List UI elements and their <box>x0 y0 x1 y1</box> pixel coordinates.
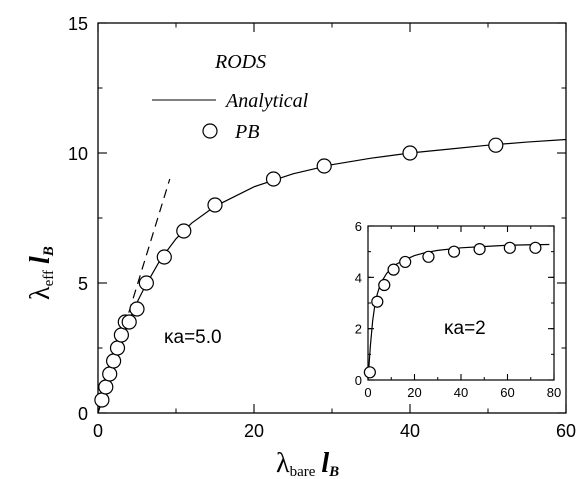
main-x-tick-label: 40 <box>400 421 420 441</box>
main-pb-point <box>129 301 145 317</box>
main-pb-point <box>113 327 130 343</box>
main-series-markers <box>94 137 504 408</box>
legend-entry-pb: PB <box>234 121 259 143</box>
main-annotation: κa=5.0 <box>164 327 222 348</box>
inset-pb-point <box>473 243 486 256</box>
inset-x-tick-label: 0 <box>364 385 371 400</box>
main-pb-point <box>207 197 223 213</box>
legend-circle-sample <box>202 123 218 139</box>
main-y-tick-label: 0 <box>78 404 88 424</box>
inset-pb-point <box>371 295 384 308</box>
main-y-tick-label: 15 <box>68 14 88 34</box>
inset-y-tick-label: 4 <box>355 270 362 285</box>
main-x-tick-label: 60 <box>556 421 576 441</box>
main-y-tick-label: 10 <box>68 144 88 164</box>
main-pb-point <box>488 137 504 153</box>
inset-pb-point <box>529 241 542 254</box>
main-pb-point <box>402 145 418 161</box>
inset-plot: 0 20 40 60 80 0 2 4 6 κa=2 <box>355 219 561 400</box>
main-pb-point <box>176 223 192 239</box>
inset-x-tick-label: 80 <box>547 385 561 400</box>
inset-y-tick-label: 0 <box>355 373 362 388</box>
legend-title: RODS <box>214 51 266 73</box>
legend-entry-analytical: Analytical <box>224 90 309 112</box>
inset-series-markers <box>363 241 542 379</box>
main-pb-point <box>121 314 137 330</box>
inset-y-tick-label: 6 <box>355 219 362 234</box>
inset-x-tick-label: 20 <box>407 385 421 400</box>
inset-pb-point <box>422 250 435 263</box>
main-y-tick-label: 5 <box>78 274 88 294</box>
main-pb-point <box>98 379 114 395</box>
inset-x-tick-label: 60 <box>500 385 514 400</box>
inset-pb-point <box>378 278 391 292</box>
main-pb-point <box>109 340 126 356</box>
main-x-tick-label: 20 <box>244 421 264 441</box>
inset-plot-frame <box>367 225 555 381</box>
main-x-tick-label: 0 <box>93 421 103 441</box>
x-axis-label: λbare lB <box>276 448 339 479</box>
main-pb-point <box>94 392 110 408</box>
main-pb-point <box>316 158 332 174</box>
y-axis-label: λefflB <box>25 246 57 300</box>
inset-annotation: κa=2 <box>444 318 486 339</box>
main-pb-point <box>265 171 282 187</box>
main-pb-point <box>105 353 122 369</box>
main-pb-point <box>102 366 118 382</box>
inset-y-tick-label: 2 <box>355 322 362 337</box>
inset-pb-point <box>399 255 412 269</box>
main-pb-point <box>138 275 154 291</box>
inset-pb-point <box>503 241 516 254</box>
inset-axis-ticks: 0 20 40 60 80 0 2 4 6 <box>355 219 561 400</box>
inset-x-tick-label: 40 <box>454 385 468 400</box>
main-pb-point <box>156 249 172 265</box>
inset-pb-point <box>363 366 376 379</box>
inset-pb-point <box>387 263 400 276</box>
inset-pb-point <box>447 245 461 258</box>
main-dashed-line <box>97 178 171 414</box>
